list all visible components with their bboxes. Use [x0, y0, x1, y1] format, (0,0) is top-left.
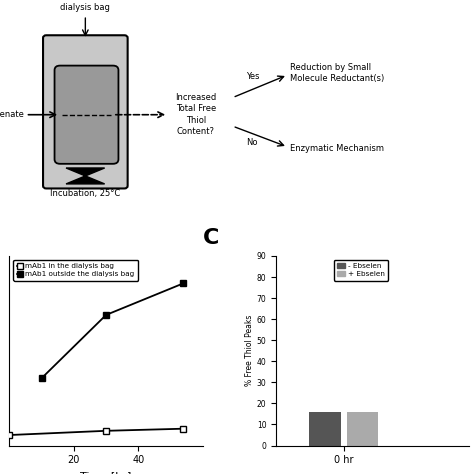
Text: mAb1 in the
~5 kDa MWCO
dialysis bag: mAb1 in the ~5 kDa MWCO dialysis bag	[55, 0, 116, 12]
Polygon shape	[66, 168, 105, 184]
Bar	[347, 412, 378, 446]
Text: egenate: egenate	[0, 110, 24, 119]
Text: No: No	[246, 137, 258, 146]
Text: C: C	[203, 228, 219, 248]
Bar	[310, 412, 341, 446]
Text: Incubation, 25°C: Incubation, 25°C	[50, 189, 120, 198]
FancyBboxPatch shape	[55, 65, 118, 164]
Text: Yes: Yes	[246, 73, 260, 81]
Y-axis label: % Free Thiol Peaks: % Free Thiol Peaks	[245, 315, 254, 386]
Text: Enzymatic Mechanism: Enzymatic Mechanism	[290, 145, 384, 153]
Text: Reduction by Small
Molecule Reductant(s): Reduction by Small Molecule Reductant(s)	[290, 63, 384, 83]
Legend: - Ebselen, + Ebselen: - Ebselen, + Ebselen	[334, 260, 388, 281]
Legend: mAb1 in the dialysis bag, mAb1 outside the dialysis bag: mAb1 in the dialysis bag, mAb1 outside t…	[13, 260, 138, 281]
Text: Increased
Total Free
Thiol
Content?: Increased Total Free Thiol Content?	[175, 93, 216, 137]
FancyBboxPatch shape	[43, 35, 128, 189]
X-axis label: Time [hr]: Time [hr]	[81, 471, 132, 474]
